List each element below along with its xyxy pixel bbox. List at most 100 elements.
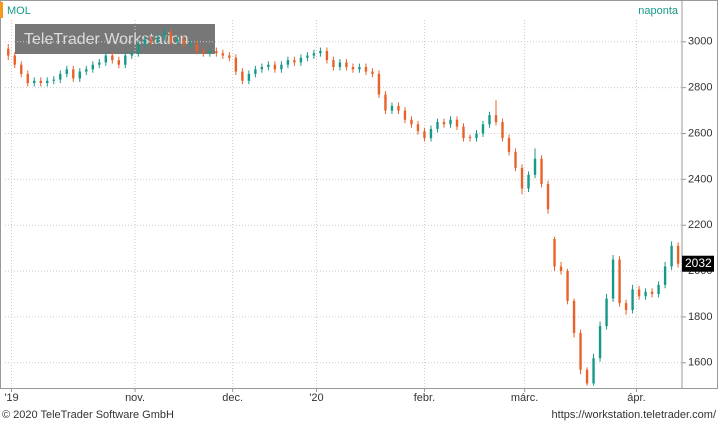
candle-body	[371, 71, 374, 74]
candle-body	[130, 53, 134, 56]
candle-body	[494, 115, 498, 123]
candle-body	[208, 50, 212, 54]
instrument-name: MOL	[7, 5, 31, 17]
candle-body	[527, 174, 530, 189]
candle-body	[33, 80, 36, 84]
instrument-marker	[0, 2, 3, 18]
candle-body	[618, 259, 621, 304]
candle-body	[650, 291, 654, 294]
candle-body	[338, 62, 342, 68]
candle-body	[631, 289, 634, 311]
candle-body	[403, 110, 407, 120]
candle-body	[663, 266, 667, 285]
period-label: naponta	[638, 5, 679, 17]
candle-body	[78, 71, 81, 79]
x-tick-label: márc.	[511, 392, 539, 404]
candle-body	[46, 80, 49, 84]
candle-body	[533, 158, 537, 175]
candle-body	[52, 79, 55, 81]
x-tick-label: dec.	[222, 392, 243, 404]
candle-body	[104, 55, 108, 63]
candle-body	[436, 122, 439, 129]
candle-body	[195, 44, 199, 51]
copyright: © 2020 TeleTrader Software GmbH	[2, 409, 174, 421]
candle-body	[254, 69, 257, 74]
candle-body	[546, 183, 550, 210]
candle-body	[124, 55, 127, 65]
candle-body	[592, 358, 595, 384]
candle-body	[624, 303, 628, 311]
watermark: TeleTrader Workstation	[24, 31, 189, 48]
candle-body	[345, 62, 348, 68]
watermark-box	[15, 24, 215, 54]
candle-body	[228, 55, 231, 58]
last-price-box	[682, 255, 714, 272]
candle-body	[72, 69, 75, 79]
candle-body	[143, 39, 147, 45]
candle-body	[579, 332, 582, 370]
candle-body	[85, 69, 88, 72]
candle-body	[585, 369, 589, 384]
candle-body	[39, 80, 42, 84]
y-tick-label: 2200	[688, 219, 712, 231]
candle-body	[481, 124, 485, 134]
candle-body	[442, 122, 446, 125]
candle-body	[416, 124, 420, 132]
candle-body	[111, 55, 114, 61]
candle-body	[312, 53, 316, 56]
candle-body	[273, 64, 277, 70]
candle-body	[657, 284, 660, 294]
frame	[0, 0, 718, 389]
x-tick-label: '20	[309, 392, 323, 404]
source-url: https://workstation.teletrader.com/	[552, 409, 717, 421]
candle-body	[540, 158, 543, 184]
y-tick-label: 3000	[688, 36, 712, 48]
candle-body	[390, 105, 394, 111]
candle-body	[150, 39, 153, 42]
candle-body	[163, 32, 166, 38]
candle-body	[202, 50, 205, 54]
candle-body	[488, 115, 491, 125]
y-tick-label: 1800	[688, 311, 712, 323]
candle-body	[26, 73, 29, 84]
candle-body	[280, 64, 283, 70]
candle-body	[189, 44, 192, 46]
candle-body	[475, 133, 478, 139]
candle-body	[429, 128, 433, 139]
candle-body	[572, 300, 576, 333]
x-tick-label: nov.	[125, 392, 145, 404]
candle-body	[397, 105, 400, 111]
candle-body	[423, 131, 426, 139]
candle-body	[358, 67, 361, 70]
candle-body	[117, 60, 121, 65]
candle-body	[637, 289, 641, 297]
candle-body	[293, 60, 296, 63]
candle-body	[306, 55, 309, 58]
candle-body	[59, 73, 62, 80]
candle-body	[260, 67, 264, 70]
candle-body	[182, 39, 186, 45]
candle-body	[156, 37, 160, 42]
candle-body	[644, 291, 647, 297]
candle-body	[65, 69, 68, 74]
candle-body	[332, 60, 335, 68]
candle-body	[20, 64, 23, 74]
y-tick-label: 2800	[688, 82, 712, 94]
candle-body	[91, 64, 94, 70]
candle-body	[351, 67, 355, 70]
x-tick-label: febr.	[414, 392, 435, 404]
candle-body	[286, 60, 290, 65]
candle-body	[137, 44, 140, 54]
candle-body	[507, 138, 511, 152]
candle-body	[364, 67, 368, 72]
candle-body	[247, 73, 251, 81]
y-tick-label: 2600	[688, 127, 712, 139]
candle-body	[410, 119, 413, 125]
candle-body	[267, 64, 270, 68]
candle-body	[325, 50, 329, 61]
candle-body	[676, 245, 680, 264]
candle-body	[449, 119, 452, 125]
candle-body	[169, 32, 173, 42]
candle-body	[455, 119, 459, 127]
